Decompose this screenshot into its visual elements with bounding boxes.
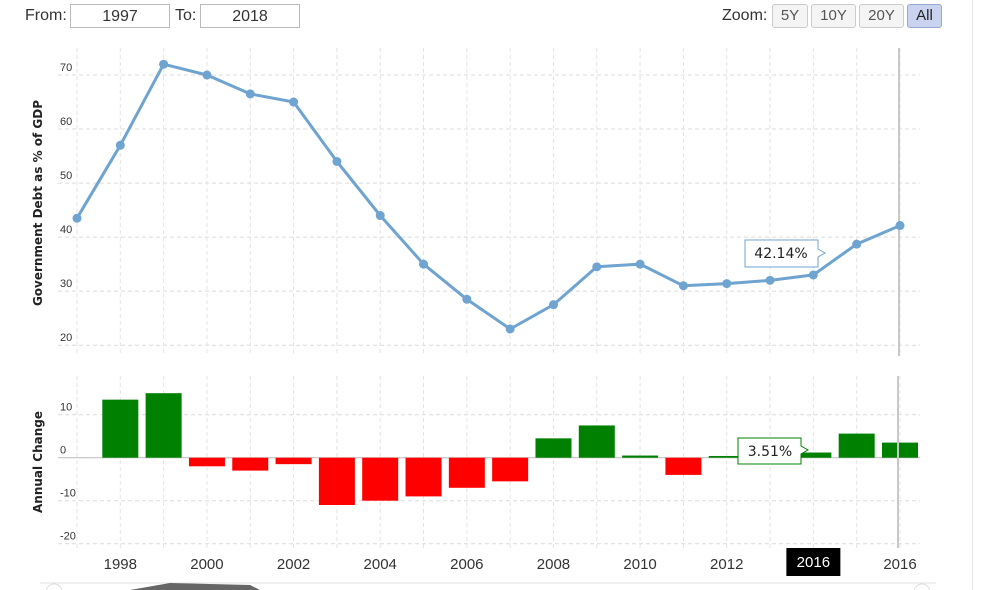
x-tick-label-highlighted: 2016 [797, 554, 830, 571]
change-bar[interactable] [622, 455, 659, 458]
debt-point[interactable] [289, 97, 299, 107]
change-bar[interactable] [232, 457, 269, 471]
change-bar[interactable] [838, 433, 875, 458]
debt-point[interactable] [635, 259, 645, 269]
debt-point[interactable] [722, 279, 732, 289]
debt-point[interactable] [419, 259, 429, 269]
x-axis-ticks: 1998 2000 2002 2004 2006 2008 2010 2012 2016 2016 [104, 548, 917, 576]
x-tick-label: 2016 [883, 556, 916, 573]
debt-y-tick-label: 50 [60, 170, 72, 182]
debt-y-tick-label: 60 [60, 116, 72, 128]
change-bar[interactable] [795, 452, 832, 458]
change-bar[interactable] [665, 457, 702, 475]
navigator[interactable] [40, 582, 936, 590]
x-tick-label: 2006 [450, 556, 483, 573]
change-y-tick-label: 0 [60, 445, 66, 457]
change-tooltip: 3.51% [737, 437, 810, 465]
debt-gridlines [58, 48, 920, 356]
debt-y-tick-label: 30 [60, 278, 72, 290]
debt-point[interactable] [808, 270, 818, 280]
change-y-axis-title: Annual Change [31, 411, 45, 513]
change-bar[interactable] [362, 457, 399, 501]
x-tick-label: 2002 [277, 556, 310, 573]
debt-point[interactable] [202, 70, 212, 80]
debt-point[interactable] [678, 281, 688, 291]
change-bar[interactable] [448, 457, 485, 488]
change-y-tick-label: -10 [60, 488, 76, 500]
chart-right-border [972, 0, 973, 590]
change-bar[interactable] [882, 442, 918, 458]
zoom-20y-button[interactable]: 20Y [859, 4, 904, 28]
change-bar[interactable] [145, 393, 182, 458]
x-tick-label: 2008 [537, 556, 570, 573]
debt-point[interactable] [462, 294, 472, 304]
x-tick-label: 2000 [190, 556, 223, 573]
annual-change-bars [102, 393, 918, 505]
debt-tooltip: 42.14% [744, 239, 827, 268]
change-bar[interactable] [708, 455, 745, 458]
y-axis-ticks: 20 30 40 50 60 70 -20 -10 0 10 [60, 62, 76, 543]
x-tick-label: 2012 [710, 556, 743, 573]
change-y-tick-label: 10 [60, 402, 72, 414]
change-bar[interactable] [275, 457, 312, 465]
to-label: To: [175, 7, 197, 24]
debt-series-points [72, 59, 905, 334]
debt-y-tick-label: 20 [60, 332, 72, 344]
debt-point[interactable] [895, 221, 905, 231]
debt-point[interactable] [72, 213, 82, 223]
debt-tooltip-text: 42.14% [754, 246, 807, 262]
debt-y-tick-label: 40 [60, 224, 72, 236]
range-selector: From: 1997 To: 2018 Zoom: 5Y 10Y 20Y All [0, 0, 981, 34]
change-bar[interactable] [578, 425, 615, 458]
x-tick-label: 2010 [623, 556, 656, 573]
from-date-input[interactable]: 1997 [70, 4, 170, 28]
change-bar[interactable] [188, 457, 225, 467]
zoom-all-button[interactable]: All [907, 4, 942, 28]
zoom-10y-button[interactable]: 10Y [811, 4, 856, 28]
x-tick-highlight [786, 548, 841, 576]
change-y-tick-label: -20 [60, 531, 76, 543]
debt-series-line [75, 62, 901, 331]
x-tick-label: 2004 [364, 556, 397, 573]
debt-point[interactable] [159, 59, 169, 69]
change-bar[interactable] [318, 457, 355, 505]
debt-point[interactable] [505, 324, 515, 334]
debt-point[interactable] [548, 300, 558, 310]
debt-y-axis-title: Government Debt as % of GDP [31, 100, 45, 306]
debt-point[interactable] [375, 211, 385, 221]
change-bar[interactable] [492, 457, 529, 482]
zoom-5y-button[interactable]: 5Y [772, 4, 808, 28]
x-tick-label: 1998 [104, 556, 137, 573]
debt-point[interactable] [332, 156, 342, 166]
debt-point[interactable] [115, 140, 125, 150]
debt-y-tick-label: 70 [60, 62, 72, 74]
debt-point[interactable] [765, 275, 775, 285]
from-label: From: [25, 7, 67, 24]
debt-point[interactable] [852, 239, 862, 249]
change-tooltip-text: 3.51% [748, 444, 792, 460]
change-bar[interactable] [102, 399, 139, 458]
change-bar[interactable] [405, 457, 442, 497]
debt-point[interactable] [245, 89, 255, 99]
change-bar[interactable] [535, 438, 572, 458]
zoom-label: Zoom: [722, 7, 768, 24]
debt-point[interactable] [592, 262, 602, 272]
to-date-input[interactable]: 2018 [200, 4, 300, 28]
